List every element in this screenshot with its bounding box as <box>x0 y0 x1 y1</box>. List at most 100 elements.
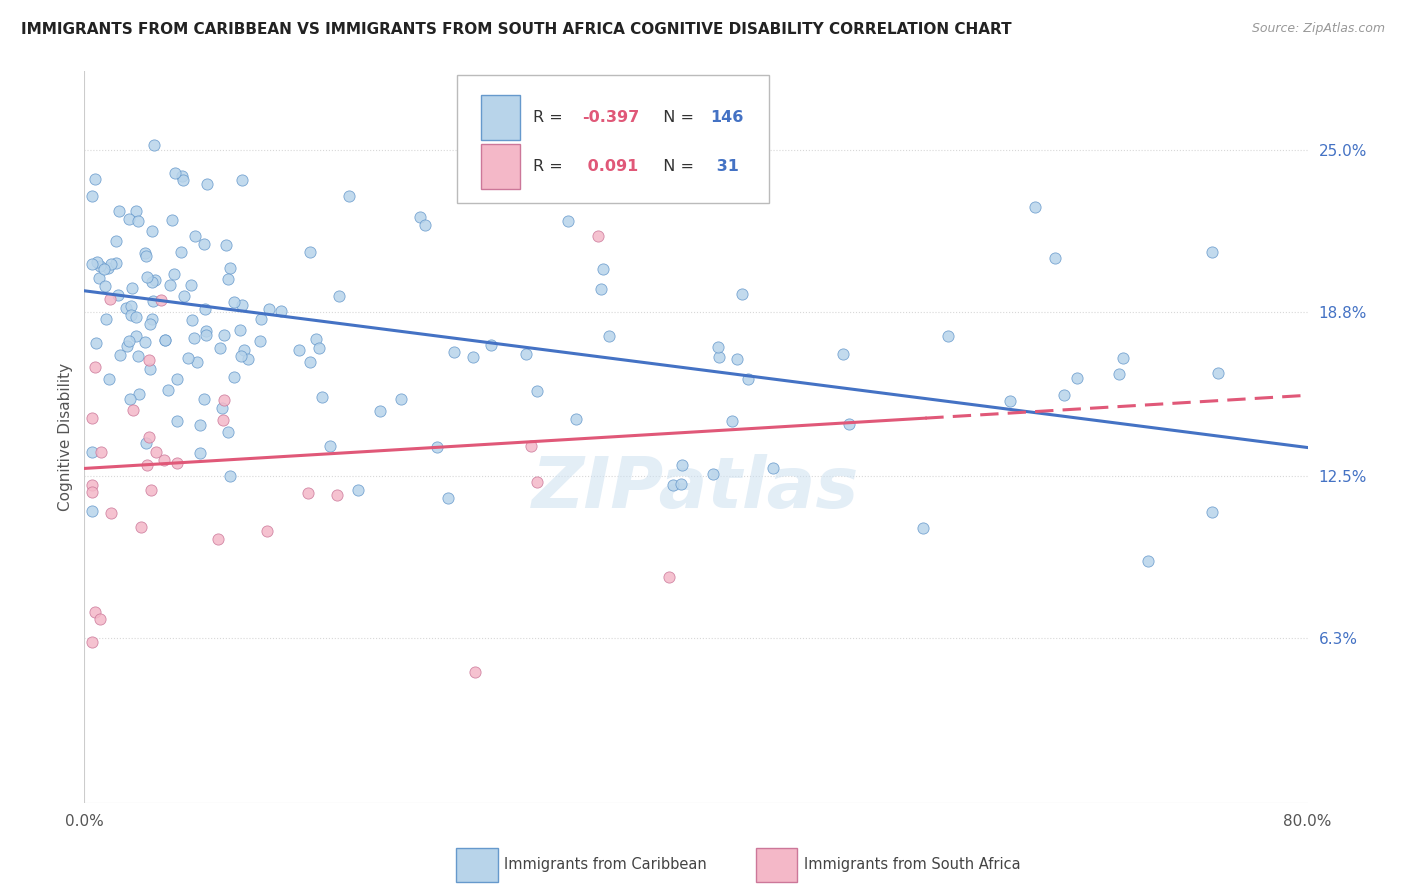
Point <box>181 313 204 327</box>
Point <box>214 393 236 408</box>
Point <box>84 359 107 374</box>
Point <box>80 257 103 271</box>
Point <box>218 468 240 483</box>
Point <box>391 392 413 406</box>
Point <box>141 275 163 289</box>
Point <box>194 302 217 317</box>
Point <box>911 521 934 535</box>
Point <box>299 244 322 259</box>
Point <box>211 401 233 416</box>
Point <box>170 245 193 260</box>
Text: Immigrants from Caribbean: Immigrants from Caribbean <box>503 857 707 872</box>
Point <box>214 237 236 252</box>
Point <box>328 289 350 303</box>
Point <box>707 340 730 354</box>
Text: 0.091: 0.091 <box>582 159 638 174</box>
Point <box>149 293 172 307</box>
Point <box>598 329 620 343</box>
Point <box>80 485 103 500</box>
Point <box>98 371 121 385</box>
Point <box>233 343 256 358</box>
Point <box>121 280 143 294</box>
FancyBboxPatch shape <box>456 848 498 882</box>
Point <box>347 483 370 497</box>
Point <box>443 344 465 359</box>
Point <box>256 524 278 539</box>
Point <box>172 173 194 187</box>
Point <box>90 445 112 459</box>
Point <box>108 349 131 363</box>
Point <box>219 260 242 275</box>
Point <box>184 229 207 244</box>
Point <box>136 458 159 472</box>
Point <box>464 665 486 680</box>
Text: Immigrants from South Africa: Immigrants from South Africa <box>804 857 1021 872</box>
Point <box>231 350 253 364</box>
Point <box>311 390 333 404</box>
Point <box>186 355 208 369</box>
Point <box>409 210 432 224</box>
Point <box>249 334 271 348</box>
Point <box>1201 505 1223 519</box>
Point <box>118 211 141 226</box>
Point <box>98 292 121 306</box>
Point <box>143 272 166 286</box>
Text: IMMIGRANTS FROM CARIBBEAN VS IMMIGRANTS FROM SOUTH AFRICA COGNITIVE DISABILITY C: IMMIGRANTS FROM CARIBBEAN VS IMMIGRANTS … <box>21 22 1012 37</box>
Point <box>134 334 156 349</box>
Text: N =: N = <box>654 110 699 125</box>
Point <box>557 213 579 227</box>
Point <box>135 436 157 450</box>
Text: 146: 146 <box>710 110 744 125</box>
Point <box>80 189 103 203</box>
Point <box>125 204 148 219</box>
Point <box>564 412 586 426</box>
Point <box>368 404 391 418</box>
FancyBboxPatch shape <box>457 75 769 203</box>
Point <box>135 269 157 284</box>
Point <box>319 439 342 453</box>
Point <box>1137 554 1160 568</box>
Point <box>197 177 219 191</box>
Point <box>998 394 1021 409</box>
Point <box>93 261 115 276</box>
Point <box>658 570 681 584</box>
Point <box>122 403 145 417</box>
Point <box>436 491 458 505</box>
Point <box>337 189 360 203</box>
Point <box>725 351 748 366</box>
Point <box>591 282 613 296</box>
Point <box>662 477 685 491</box>
Point <box>80 635 103 649</box>
Point <box>114 301 136 315</box>
Point <box>838 417 860 431</box>
Point <box>166 456 188 470</box>
Point <box>212 327 235 342</box>
Point <box>173 289 195 303</box>
Text: -0.397: -0.397 <box>582 110 640 125</box>
Point <box>125 310 148 324</box>
Point <box>526 475 548 489</box>
Point <box>180 278 202 293</box>
Point <box>212 412 235 426</box>
Point <box>97 260 120 275</box>
Point <box>80 410 103 425</box>
Point <box>737 372 759 386</box>
Point <box>152 453 174 467</box>
Point <box>669 477 692 491</box>
Point <box>165 166 187 180</box>
Point <box>231 298 253 312</box>
Point <box>326 488 349 502</box>
FancyBboxPatch shape <box>756 848 797 882</box>
Point <box>107 287 129 301</box>
Point <box>89 259 111 273</box>
Point <box>93 278 115 293</box>
Point <box>250 312 273 326</box>
Point <box>193 237 215 252</box>
Point <box>139 483 162 498</box>
Point <box>138 430 160 444</box>
Point <box>257 301 280 316</box>
Point <box>762 461 785 475</box>
Point <box>145 445 167 459</box>
Point <box>159 278 181 293</box>
Point <box>80 504 103 518</box>
